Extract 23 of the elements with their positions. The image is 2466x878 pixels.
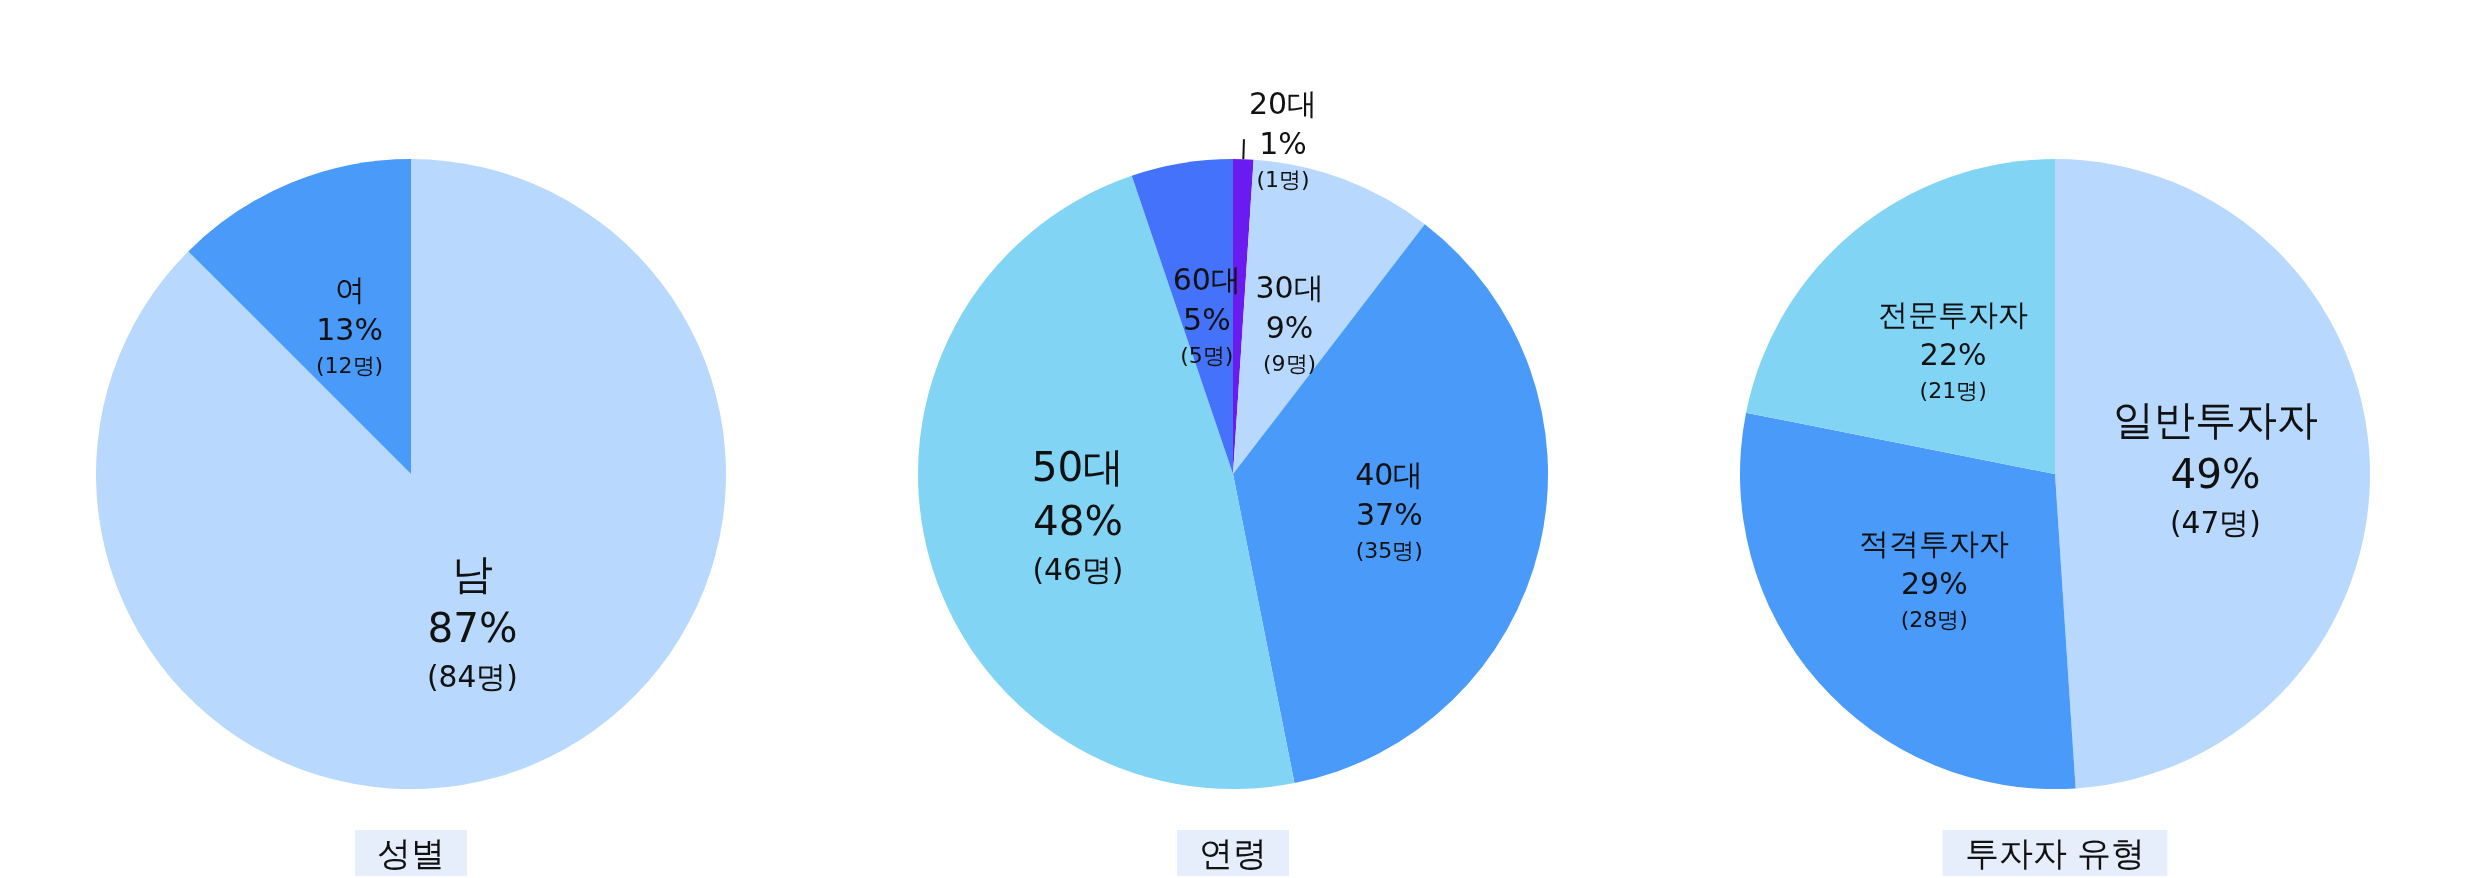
slice-label: 남 (451, 549, 493, 598)
slice-label: 40대 (1355, 457, 1424, 493)
data-label: 37% (35명) (1355, 497, 1423, 564)
slice-label: 적격투자자 (1859, 526, 2010, 562)
data-label: 49% (47명) (2169, 450, 2261, 541)
text: 연령 (1199, 833, 1267, 873)
slice-label: 여 (334, 272, 365, 308)
data-label: 87% (84명) (426, 603, 518, 694)
data-label: 29% (28명) (1900, 566, 1968, 633)
text: 성별 (377, 833, 445, 873)
data-label: 9% (9명) (1262, 310, 1317, 377)
data-label: 5% (5명) (1180, 302, 1234, 369)
slice-label: 20대 (1248, 85, 1318, 121)
data-label: 1% (1명) (1256, 125, 1310, 192)
data-label: 48% (46명) (1032, 497, 1124, 588)
slice-label: 60대 (1172, 262, 1241, 298)
slice-label: 전문투자자 (1878, 296, 2029, 332)
slice-label: 50대 (1031, 443, 1125, 492)
data-label: 22% (21명) (1919, 336, 1987, 403)
slice-label: 30대 (1255, 270, 1324, 306)
text: 투자자 유형 (1964, 833, 2146, 873)
slice-label: 일반투자자 (2112, 396, 2318, 445)
data-label: 13% (12명) (315, 312, 384, 379)
